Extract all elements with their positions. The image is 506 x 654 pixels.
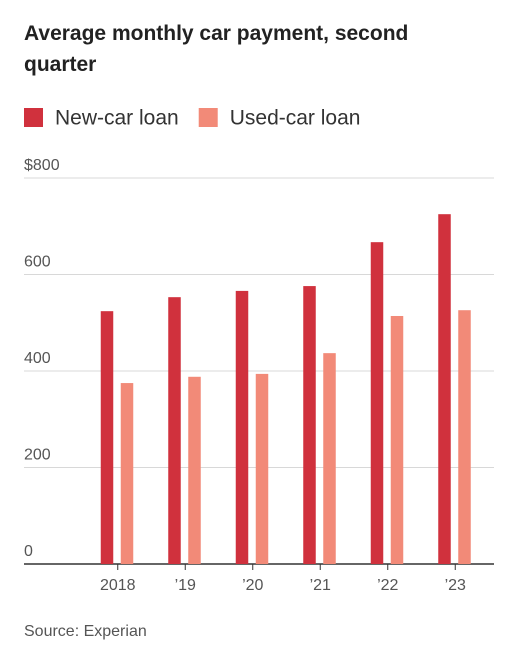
chart-title: Average monthly car payment, second quar… bbox=[24, 22, 409, 76]
bar bbox=[100, 311, 114, 564]
legend-swatch bbox=[198, 108, 218, 127]
bar bbox=[438, 214, 451, 564]
bar bbox=[390, 315, 404, 564]
bar bbox=[235, 290, 249, 564]
legend-label: New-car loan bbox=[55, 107, 179, 130]
bar bbox=[168, 297, 181, 564]
bar bbox=[323, 353, 336, 564]
bar bbox=[303, 286, 316, 564]
y-tick-label: 400 bbox=[24, 350, 51, 367]
legend-label: Used-car loan bbox=[230, 107, 361, 130]
source-note: Source: Experian bbox=[24, 623, 147, 640]
x-tick-label: 2018 bbox=[100, 577, 136, 594]
bar bbox=[120, 383, 134, 564]
bar bbox=[370, 242, 384, 565]
bar bbox=[458, 310, 471, 564]
x-tick-label: ’19 bbox=[175, 577, 196, 594]
bar bbox=[255, 373, 269, 564]
y-tick-label: 600 bbox=[24, 254, 51, 271]
x-tick-label: ’20 bbox=[242, 577, 263, 594]
y-tick-label: $800 bbox=[24, 157, 60, 174]
legend-swatch bbox=[24, 108, 43, 127]
x-tick-label: ’23 bbox=[445, 577, 466, 594]
y-tick-label: 0 bbox=[24, 543, 33, 560]
x-tick-label: ’21 bbox=[310, 577, 331, 594]
x-tick-label: ’22 bbox=[377, 577, 398, 594]
y-tick-label: 200 bbox=[24, 447, 51, 464]
bar bbox=[188, 376, 201, 564]
